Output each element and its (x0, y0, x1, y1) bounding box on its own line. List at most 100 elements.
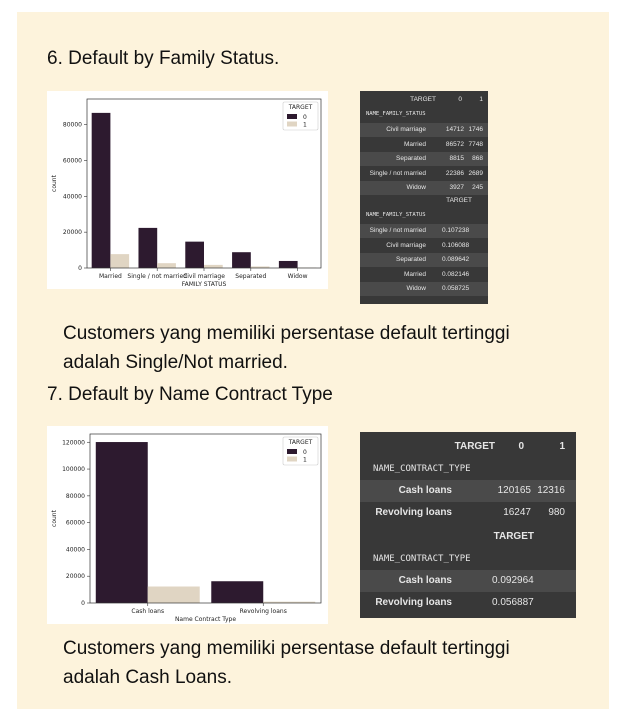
bar-1-0 (110, 254, 130, 268)
row-value-0: 3927 (449, 184, 464, 191)
table2-ratio-index-name: NAME_CONTRACT_TYPE (373, 554, 471, 564)
row-value-1: 868 (472, 155, 483, 162)
bar-0-0 (91, 112, 111, 268)
table2-ratio-header: TARGET (493, 531, 534, 542)
table1-ratio-header: TARGET (446, 197, 472, 204)
table-row: Revolving loans 16247 980 (360, 502, 576, 524)
y-axis-label: count (51, 174, 58, 192)
table1-col0-header: 0 (458, 96, 462, 103)
row-value-0: 86572 (445, 140, 464, 148)
row-label: Married (403, 270, 426, 278)
section-7-conclusion: Customers yang memiliki persentase defau… (63, 634, 510, 692)
row-label: Single / not married (369, 169, 426, 177)
row-label: Widow (406, 285, 426, 292)
bar-0-3 (232, 252, 251, 268)
y-tick-label: 0 (78, 265, 82, 272)
legend-title: TARGET (288, 439, 313, 446)
bar-1-3 (250, 266, 270, 268)
row-ratio: 0.089642 (442, 256, 470, 263)
table2-target-header: TARGET (454, 441, 495, 452)
row-value-0: 16247 (503, 507, 531, 518)
table2-index-name: NAME_CONTRACT_TYPE (373, 464, 471, 474)
bar-0-2 (185, 241, 204, 268)
table-row: Separated 8815 868 (360, 152, 488, 166)
bar-1-1 (263, 601, 316, 603)
table-row: Married 86572 7748 (360, 138, 488, 152)
y-tick-label: 80000 (63, 122, 82, 129)
table2-col0-header: 0 (518, 441, 524, 452)
legend-label-0: 0 (303, 449, 307, 456)
table-row: Civil marriage 0.106088 (360, 239, 488, 253)
row-value-0: 22386 (445, 169, 464, 177)
y-tick-label: 0 (81, 600, 85, 607)
row-value-0: 120165 (497, 485, 531, 496)
chart-svg: 0 20000 40000 60000 80000 Married Single / not… (51, 98, 322, 288)
row-label: Separated (396, 155, 426, 162)
row-value-1: 1746 (468, 126, 483, 133)
row-ratio: 0.056887 (492, 597, 534, 608)
bar-1-2 (204, 264, 223, 268)
y-tick-label: 60000 (66, 520, 85, 527)
bar-0-1 (211, 581, 264, 603)
bar-0-4 (278, 260, 298, 268)
row-ratio: 0.058725 (442, 285, 470, 292)
table-row: Cash loans 0.092964 (360, 570, 576, 592)
y-tick-label: 20000 (63, 229, 82, 236)
row-label: Married (403, 140, 426, 148)
table-row: Revolving loans 0.056887 (360, 592, 576, 614)
row-value-1: 12316 (537, 485, 565, 496)
legend-swatch-0 (287, 114, 297, 119)
section-7-conclusion-line1: Customers yang memiliki persentase defau… (63, 638, 510, 659)
y-tick-label: 120000 (62, 439, 85, 446)
family-status-table: TARGET 0 1 NAME_FAMILY_STATUS Civil marr… (360, 91, 488, 304)
bar-0-0 (95, 442, 148, 603)
row-label: Cash loans (398, 485, 452, 496)
section-7-conclusion-line2: adalah Cash Loans. (63, 667, 233, 688)
family-status-chart: 0 20000 40000 60000 80000 Married Single / not… (47, 91, 328, 289)
row-label: Cash loans (398, 575, 452, 586)
plot-frame (89, 433, 322, 604)
row-label: Single / not married (369, 227, 426, 234)
row-label: Civil marriage (386, 241, 426, 249)
legend-title: TARGET (288, 104, 313, 111)
y-tick-label: 80000 (66, 493, 85, 500)
table-row: Civil marriage 14712 1746 (360, 123, 488, 137)
row-value-0: 14712 (445, 126, 464, 133)
row-label: Revolving loans (375, 507, 452, 518)
row-ratio: 0.107238 (442, 227, 470, 234)
section-6-conclusion-line2: adalah Single/Not married. (63, 352, 288, 373)
row-label: Civil marriage (386, 126, 426, 133)
y-tick-label: 60000 (63, 157, 82, 164)
table1-target-header: TARGET (410, 96, 436, 103)
bar-1-0 (147, 586, 200, 603)
bar-0-1 (138, 227, 158, 268)
bar-1-1 (157, 263, 176, 268)
table-row: Cash loans 120165 12316 (360, 480, 576, 502)
row-ratio: 0.082146 (442, 270, 470, 278)
x-tick-label: Married (99, 273, 122, 280)
legend-swatch-0 (287, 449, 297, 454)
section-6-heading: 6. Default by Family Status. (47, 48, 280, 69)
row-label: Revolving loans (375, 597, 452, 608)
legend-label-0: 0 (303, 114, 307, 121)
row-value-1: 2689 (468, 169, 483, 177)
table-row: Widow 0.058725 (360, 282, 488, 296)
section-6-conclusion: Customers yang memiliki persentase defau… (63, 319, 510, 377)
section-6-conclusion-line1: Customers yang memiliki persentase defau… (63, 323, 510, 344)
x-axis-label: Name Contract Type (175, 616, 236, 623)
table1-col1-header: 1 (479, 96, 483, 103)
table2-col1-header: 1 (559, 441, 565, 452)
row-label: Separated (396, 256, 426, 263)
x-axis-label: FAMILY STATUS (182, 281, 227, 288)
y-tick-label: 20000 (66, 573, 85, 580)
y-tick-label: 100000 (62, 466, 85, 473)
row-value-1: 7748 (468, 140, 483, 148)
legend-swatch-1 (287, 456, 297, 462)
table-row: Separated 0.089642 (360, 253, 488, 267)
section-7-heading: 7. Default by Name Contract Type (47, 384, 333, 405)
x-tick-label: Separated (235, 273, 266, 280)
table-row: Widow 3927 245 (360, 181, 488, 195)
row-value-0: 8815 (449, 155, 464, 162)
x-tick-label: Revolving loans (240, 608, 287, 615)
contract-type-table: TARGET 0 1 NAME_CONTRACT_TYPE Cash loans… (360, 432, 576, 618)
